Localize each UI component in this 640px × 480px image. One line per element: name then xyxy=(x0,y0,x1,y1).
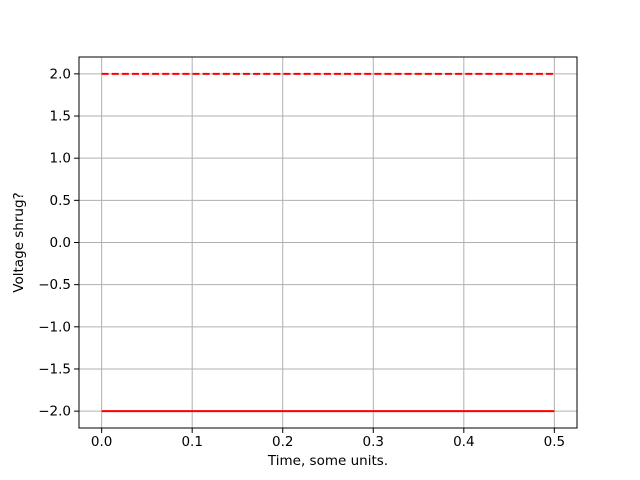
y-tick-label: −0.5 xyxy=(38,277,71,293)
x-axis-label: Time, some units. xyxy=(267,453,388,469)
y-tick-label: −2.0 xyxy=(38,404,71,420)
y-tick-label: −1.5 xyxy=(38,361,71,377)
tick-labels: 0.0 0.1 0.2 0.3 0.4 0.5 −2.0 −1.5 −1.0 −0.5 0.0 0.5… xyxy=(38,66,565,450)
axis-ticks xyxy=(74,73,555,433)
x-tick-label: 0.3 xyxy=(363,434,384,450)
x-tick-label: 0.1 xyxy=(181,434,202,450)
series-lines xyxy=(101,72,555,413)
y-tick-label: −1.0 xyxy=(38,319,71,335)
x-tick-label: 0.5 xyxy=(544,434,565,450)
y-tick-label: 1.5 xyxy=(50,109,71,125)
x-tick-label: 0.2 xyxy=(272,434,293,450)
y-tick-label: 0.5 xyxy=(50,193,71,209)
x-tick-label: 0.0 xyxy=(91,434,112,450)
y-tick-label: 1.0 xyxy=(50,151,71,167)
grid xyxy=(79,57,577,428)
x-tick-label: 0.4 xyxy=(453,434,474,450)
y-axis-label: Voltage shrug? xyxy=(11,192,27,292)
y-tick-label: 0.0 xyxy=(50,235,71,251)
y-tick-label: 2.0 xyxy=(50,66,71,82)
